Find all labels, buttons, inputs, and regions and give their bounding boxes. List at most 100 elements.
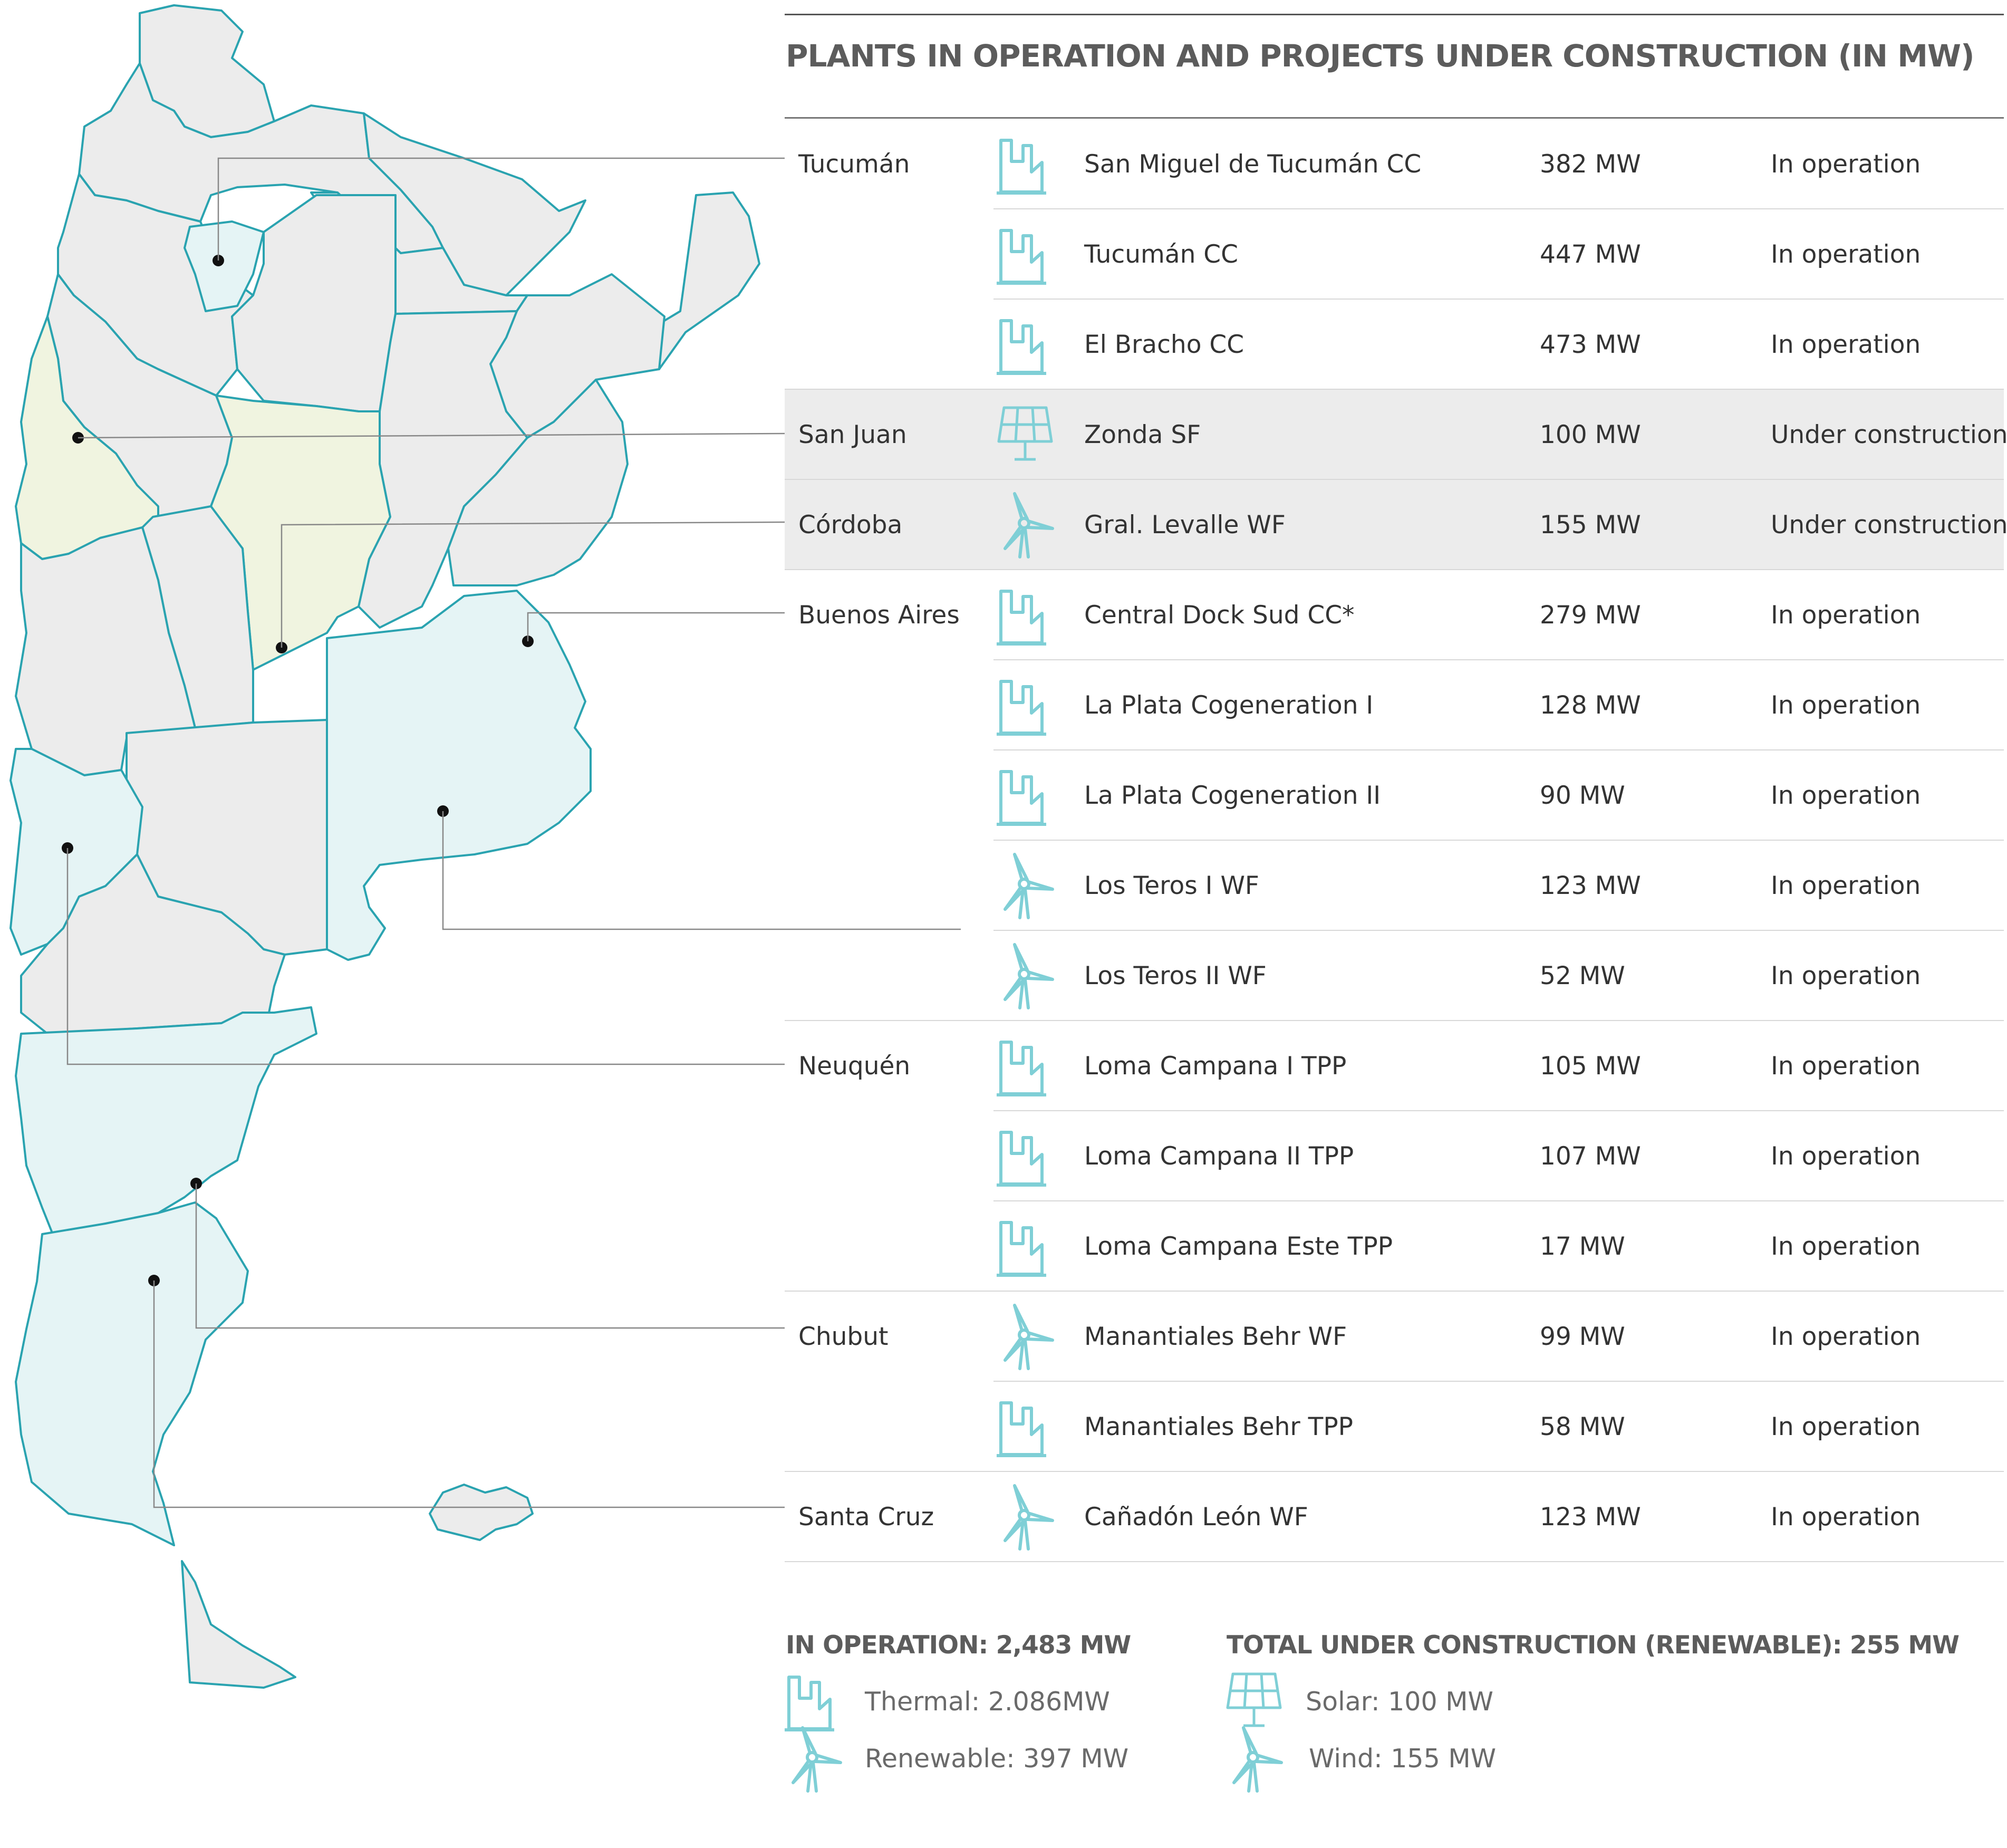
thermal-icon xyxy=(993,209,1057,300)
thermal-icon xyxy=(993,1111,1057,1201)
row-status: In operation xyxy=(1771,1142,1921,1171)
row-plant-name: La Plata Cogeneration II xyxy=(1084,781,1381,810)
row-capacity: 155 MW xyxy=(1540,511,1641,540)
row-province: Santa Cruz xyxy=(798,1503,934,1532)
summary-solar: Solar: 100 MW xyxy=(1306,1687,1493,1717)
row-divider xyxy=(993,840,2004,841)
thermal-icon xyxy=(993,1201,1057,1292)
table-row: Buenos Aires Central Dock Sud CC* 279 MW In… xyxy=(785,570,2004,660)
wind-icon xyxy=(993,931,1057,1021)
row-status: In operation xyxy=(1771,150,1921,179)
wind-icon xyxy=(993,1472,1057,1562)
row-plant-name: Los Teros II WF xyxy=(1084,961,1267,990)
row-divider xyxy=(993,659,2004,660)
row-status: In operation xyxy=(1771,240,1921,269)
row-status: In operation xyxy=(1771,601,1921,630)
row-divider xyxy=(785,1020,2004,1021)
row-divider xyxy=(993,208,2004,209)
table-row: Loma Campana II TPP 107 MW In operation xyxy=(785,1111,2004,1201)
summary-under-construction-heading: TOTAL UNDER CONSTRUCTION (RENEWABLE): 25… xyxy=(1227,1631,1960,1660)
table-row: Neuquén Loma Campana I TPP 105 MW In operat… xyxy=(785,1021,2004,1111)
row-capacity: 447 MW xyxy=(1540,240,1641,269)
row-status: In operation xyxy=(1771,1503,1921,1532)
row-capacity: 107 MW xyxy=(1540,1142,1641,1171)
marker-buenos-aires xyxy=(437,805,449,817)
thermal-icon xyxy=(993,1021,1057,1111)
table-row: Los Teros I WF 123 MW In operation xyxy=(785,841,2004,931)
row-plant-name: Zonda SF xyxy=(1084,420,1201,449)
thermal-icon xyxy=(781,1667,845,1735)
marker-neuquen xyxy=(62,842,73,854)
row-plant-name: Manantiales Behr TPP xyxy=(1084,1412,1354,1441)
row-divider xyxy=(993,749,2004,750)
row-capacity: 382 MW xyxy=(1540,150,1641,179)
row-capacity: 105 MW xyxy=(1540,1052,1641,1081)
row-divider xyxy=(785,1291,2004,1292)
marker-santa-cruz xyxy=(148,1275,160,1286)
title-top-rule xyxy=(785,14,2004,15)
marker-buenos-aires-north xyxy=(522,636,534,647)
province-buenos-aires xyxy=(326,590,592,961)
table-row: Manantiales Behr TPP 58 MW In operation xyxy=(785,1382,2004,1472)
row-capacity: 99 MW xyxy=(1540,1322,1625,1351)
row-divider xyxy=(993,1110,2004,1111)
thermal-icon xyxy=(993,750,1057,841)
argentina-map xyxy=(9,4,760,1689)
row-status: In operation xyxy=(1771,1412,1921,1441)
row-province: San Juan xyxy=(798,420,907,449)
summary-thermal: Thermal: 2.086MW xyxy=(865,1687,1110,1717)
table-row: La Plata Cogeneration I 128 MW In operatio… xyxy=(785,660,2004,750)
marker-tucuman xyxy=(213,255,224,266)
row-capacity: 90 MW xyxy=(1540,781,1625,810)
marker-chubut xyxy=(190,1178,202,1189)
row-divider xyxy=(785,479,2004,480)
table-row: San Juan Zonda SF 100 MW Under construction xyxy=(785,390,2007,480)
province-santiago-del-estero xyxy=(231,194,397,412)
wind-icon xyxy=(1222,1725,1286,1793)
row-province: Tucumán xyxy=(798,150,910,179)
row-plant-name: Los Teros I WF xyxy=(1084,871,1259,900)
row-province: Chubut xyxy=(798,1322,889,1351)
row-plant-name: Loma Campana Este TPP xyxy=(1084,1232,1393,1261)
province-tierra-del-fuego xyxy=(181,1560,296,1689)
thermal-icon xyxy=(993,1382,1057,1472)
row-divider xyxy=(993,930,2004,931)
row-status: In operation xyxy=(1771,1052,1921,1081)
row-status: Under construction xyxy=(1771,511,2007,540)
row-capacity: 123 MW xyxy=(1540,871,1641,900)
row-plant-name: Loma Campana I TPP xyxy=(1084,1052,1347,1081)
row-plant-name: El Bracho CC xyxy=(1084,330,1244,359)
row-plant-name: Manantiales Behr WF xyxy=(1084,1322,1347,1351)
table-row: Los Teros II WF 52 MW In operation xyxy=(785,931,2004,1021)
row-plant-name: La Plata Cogeneration I xyxy=(1084,691,1374,720)
wind-icon xyxy=(993,1292,1057,1382)
province-chubut xyxy=(15,1006,317,1235)
header-rule xyxy=(785,117,2004,119)
table-row: Loma Campana Este TPP 17 MW In operation xyxy=(785,1201,2004,1292)
summary-wind: Wind: 155 MW xyxy=(1309,1744,1497,1774)
wind-icon xyxy=(781,1725,845,1793)
wind-icon xyxy=(993,841,1057,931)
row-province: Neuquén xyxy=(798,1052,911,1081)
row-divider xyxy=(785,389,2004,390)
row-divider xyxy=(785,1561,2004,1562)
row-status: In operation xyxy=(1771,330,1921,359)
row-status: In operation xyxy=(1771,961,1921,990)
row-status: In operation xyxy=(1771,1232,1921,1261)
row-status: Under construction xyxy=(1771,420,2007,449)
table-row: La Plata Cogeneration II 90 MW In operatio… xyxy=(785,750,2004,841)
solar-icon xyxy=(1222,1667,1286,1735)
province-santa-cruz xyxy=(15,1201,249,1546)
row-capacity: 279 MW xyxy=(1540,601,1641,630)
row-province: Córdoba xyxy=(798,511,903,540)
table-row: Santa Cruz Cañadón León WF 123 MW In operat… xyxy=(785,1472,2004,1562)
table-row: Córdoba Gral. Levalle WF 155 MW Under const… xyxy=(785,480,2007,570)
thermal-icon xyxy=(993,570,1057,660)
row-plant-name: Gral. Levalle WF xyxy=(1084,511,1286,540)
row-province: Buenos Aires xyxy=(798,601,960,630)
row-status: In operation xyxy=(1771,1322,1921,1351)
row-plant-name: Central Dock Sud CC* xyxy=(1084,601,1355,630)
row-plant-name: Loma Campana II TPP xyxy=(1084,1142,1354,1171)
row-divider xyxy=(785,1471,2004,1472)
row-capacity: 17 MW xyxy=(1540,1232,1625,1261)
